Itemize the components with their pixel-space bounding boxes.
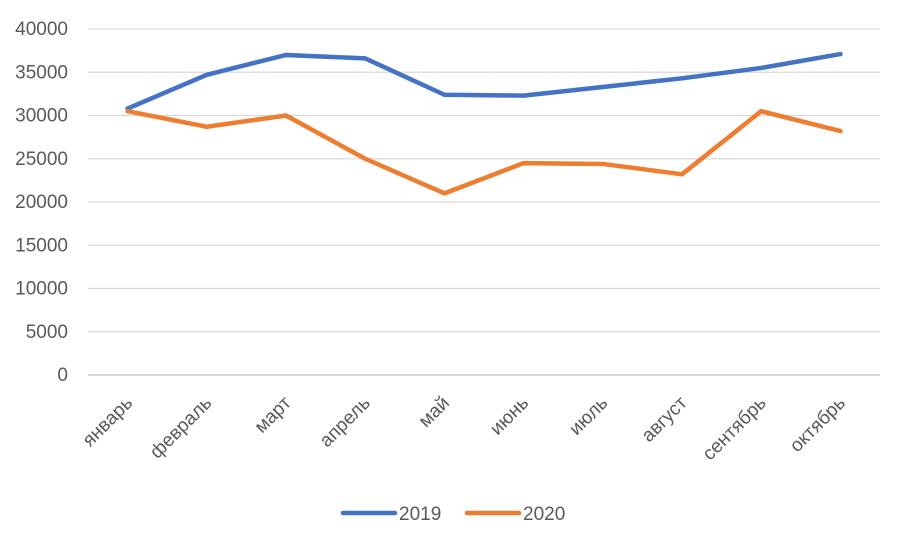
x-tick-label: март [251,392,296,437]
x-tick-label: февраль [146,393,216,463]
y-tick-label: 10000 [15,279,68,300]
data-point [283,113,289,118]
y-tick-label: 25000 [15,149,68,170]
y-axis-ticks: 0 5000 10000 15000 20000 25000 30000 35000 40000 [15,19,68,386]
y-tick-label: 35000 [15,62,68,83]
x-tick-label: июль [565,393,612,440]
data-point [442,191,447,196]
data-point [204,124,209,129]
data-point [600,84,605,90]
legend-label-2019: 2019 [399,504,441,525]
data-point [600,161,605,167]
data-point [363,156,368,161]
data-point [363,56,368,61]
y-tick-label: 20000 [15,192,68,213]
data-point [283,52,289,58]
data-point [679,172,685,177]
series-lines [125,51,843,196]
series-line-2019 [125,51,843,111]
y-tick-label: 40000 [15,19,68,40]
y-tick-label: 30000 [15,106,68,127]
data-point [679,76,685,81]
series-line-2020 [125,108,843,196]
legend-label-2020: 2020 [523,504,565,525]
x-tick-label: сентябрь [699,393,771,465]
data-point [125,108,130,114]
data-point [838,51,843,57]
x-tick-label: октябрь [786,393,850,457]
data-point [838,128,843,134]
grid-lines [88,28,880,376]
data-point [759,108,764,114]
legend: 2019 2020 [340,504,565,525]
x-axis-ticks: январь февраль март апрель май июнь июль август… [79,392,850,464]
data-point [204,72,209,78]
x-tick-label: апрель [316,393,375,452]
x-tick-label: июнь [486,393,533,440]
data-point [442,92,447,97]
data-point [521,93,526,98]
x-tick-label: январь [79,393,138,452]
y-tick-label: 15000 [15,235,68,256]
x-tick-label: август [638,392,692,446]
y-tick-label: 5000 [26,322,68,343]
x-tick-label: май [415,393,454,432]
y-tick-label: 0 [57,365,68,386]
data-point [759,65,764,71]
data-point [521,160,526,166]
